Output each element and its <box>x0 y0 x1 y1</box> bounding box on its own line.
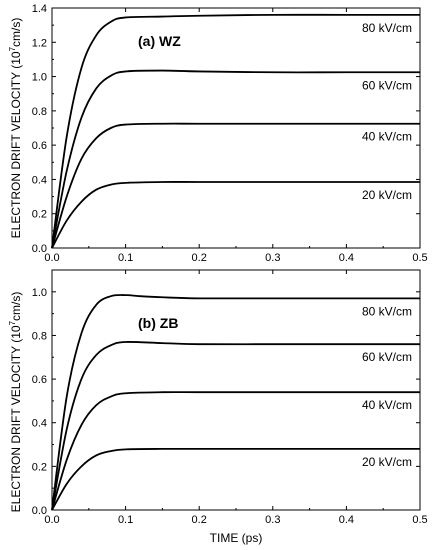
series-label: 60 kV/cm <box>362 350 412 364</box>
series-curve-60-kv-cm <box>51 341 420 511</box>
y-tick-label: 0.4 <box>32 174 47 186</box>
panel-b-zb: (b) ZB ELECTRON DRIFT VELOCITY (107cm/s)… <box>8 269 428 545</box>
panel-a-ylabel: ELECTRON DRIFT VELOCITY (107cm/s) <box>8 18 23 239</box>
y-tick-label: 0.8 <box>32 106 47 118</box>
y-tick-label: 1.0 <box>32 287 47 299</box>
y-tick-label: 0.4 <box>32 418 47 430</box>
x-tick-label: 0.3 <box>265 252 280 264</box>
y-tick-label: 0.2 <box>32 461 47 473</box>
series-curve-80-kv-cm <box>51 13 420 249</box>
series-curve-60-kv-cm <box>51 69 420 249</box>
y-tick-label: 1.2 <box>32 37 47 49</box>
x-tick-label: 0.1 <box>118 252 133 264</box>
y-tick-label: 0.6 <box>32 374 47 386</box>
panel-a-frame <box>51 7 421 249</box>
y-tick-label: 0.6 <box>32 140 47 152</box>
panel-b-ylabel: ELECTRON DRIFT VELOCITY (107cm/s) <box>8 292 23 513</box>
x-tick-label: 0.5 <box>412 514 427 526</box>
series-curve-20-kv-cm <box>51 447 420 511</box>
x-tick-label: 0.0 <box>44 514 59 526</box>
y-tick-label: 0.0 <box>32 505 47 517</box>
series-label: 60 kV/cm <box>362 78 412 92</box>
y-tick-label: 0.2 <box>32 209 47 221</box>
x-tick-label: 0.1 <box>118 514 133 526</box>
x-tick-label: 0.2 <box>192 252 207 264</box>
series-curve-20-kv-cm <box>51 181 421 249</box>
series-label: 40 kV/cm <box>362 130 412 144</box>
x-tick-label: 0.0 <box>44 252 59 264</box>
y-tick-label: 0.0 <box>32 243 47 255</box>
series-label: 20 kV/cm <box>362 455 412 469</box>
x-tick-label: 0.2 <box>192 514 207 526</box>
x-tick-label: 0.4 <box>339 514 354 526</box>
y-tick-label: 1.4 <box>32 3 47 15</box>
series-curve-40-kv-cm <box>51 391 420 511</box>
series-label: 80 kV/cm <box>362 304 412 318</box>
panel-b-xlabel: TIME (ps) <box>210 531 263 545</box>
series-label: 40 kV/cm <box>362 398 412 412</box>
y-tick-label: 1.0 <box>32 72 47 84</box>
y-tick-label: 0.8 <box>32 330 47 342</box>
x-tick-label: 0.3 <box>265 514 280 526</box>
panel-b-label: (b) ZB <box>138 315 178 331</box>
x-tick-label: 0.4 <box>339 252 354 264</box>
panel-a-label: (a) WZ <box>138 33 181 49</box>
x-tick-label: 0.5 <box>412 252 427 264</box>
series-label: 20 kV/cm <box>362 188 412 202</box>
panel-a-wz: (a) WZ ELECTRON DRIFT VELOCITY (107cm/s)… <box>8 3 428 264</box>
series-curve-80-kv-cm <box>51 294 420 511</box>
series-label: 80 kV/cm <box>362 21 412 35</box>
series-curve-40-kv-cm <box>51 122 420 249</box>
